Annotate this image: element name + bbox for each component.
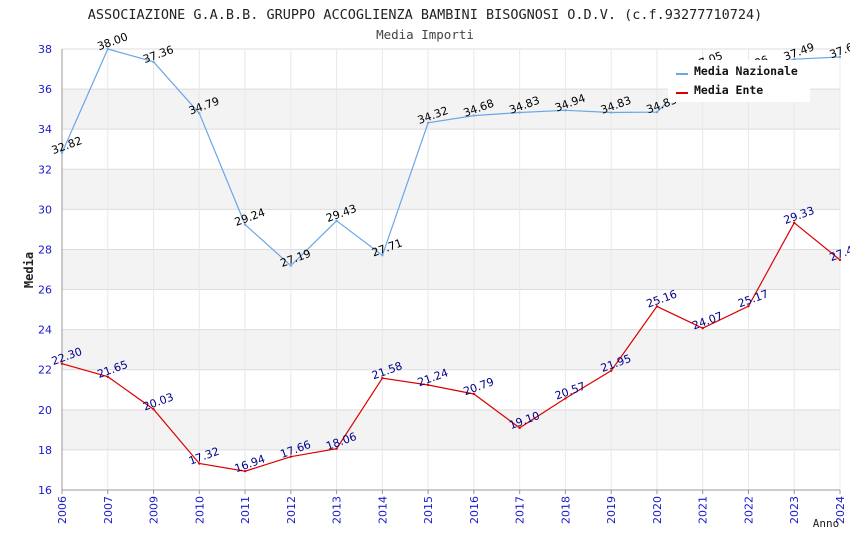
x-tick-label: 2014 (376, 496, 389, 524)
plot-band (62, 249, 840, 290)
data-point-media-nazionale (335, 219, 338, 222)
data-point-media-ente (426, 383, 430, 387)
x-tick-label: 2021 (697, 496, 710, 524)
data-point-media-ente (381, 376, 384, 380)
y-tick-label: 36 (38, 83, 52, 96)
x-tick-label: 2011 (239, 496, 252, 524)
x-tick-label: 2023 (788, 496, 801, 524)
data-point-media-nazionale (289, 264, 293, 267)
x-tick-label: 2013 (331, 496, 344, 524)
data-point-media-nazionale (564, 109, 567, 112)
x-tick-label: 2017 (514, 496, 527, 524)
plot-band (62, 289, 840, 330)
y-tick-label: 28 (38, 243, 52, 256)
x-tick-label: 2007 (102, 496, 115, 524)
y-tick-label: 16 (38, 484, 52, 497)
plot-band (62, 409, 840, 450)
data-point-media-nazionale (198, 112, 201, 115)
data-point-media-nazionale (381, 254, 384, 257)
data-point-media-ente (106, 375, 109, 378)
data-point-media-ente (335, 447, 338, 450)
data-point-media-ente (198, 462, 201, 465)
data-point-media-ente (747, 304, 750, 308)
data-point-media-nazionale (472, 114, 476, 117)
y-tick-label: 30 (38, 203, 52, 216)
y-tick-label: 38 (38, 43, 52, 56)
data-point-media-ente (152, 408, 155, 411)
data-point-media-ente (655, 305, 659, 308)
x-tick-label: 2020 (651, 496, 664, 524)
data-point-media-ente (289, 455, 293, 458)
x-tick-labels: 2006 2007 2009 2010 2011 2012 2013 2014 2015 2016… (56, 496, 847, 524)
x-axis-label: Anno (813, 517, 840, 530)
chart-subtitle: Media Importi (376, 27, 474, 42)
data-point-media-ente (472, 392, 476, 396)
legend-box (668, 60, 810, 102)
legend-label-media-nazionale: Media Nazionale (694, 64, 798, 78)
plot-band (62, 209, 840, 250)
data-point-media-nazionale (426, 121, 430, 124)
x-tick-label: 2022 (742, 496, 755, 524)
plot-background-bands (62, 49, 840, 490)
y-tick-label: 26 (38, 284, 52, 297)
data-point-media-nazionale (518, 111, 521, 114)
chart-title: ASSOCIAZIONE G.A.B.B. GRUPPO ACCOGLIENZA… (88, 7, 763, 23)
y-tick-label: 18 (38, 444, 52, 457)
data-point-media-ente (60, 362, 64, 365)
data-point-media-ente (518, 426, 521, 430)
legend: Media Nazionale Media Ente (668, 60, 810, 102)
y-axis-label: Media (22, 252, 36, 288)
data-point-media-nazionale (793, 58, 796, 61)
axes (61, 49, 841, 494)
x-tick-label: 2006 (56, 496, 69, 524)
x-tick-label: 2024 (834, 496, 847, 524)
y-tick-label: 24 (38, 324, 52, 337)
data-point-media-nazionale (655, 110, 659, 114)
y-tick-label: 22 (38, 364, 52, 377)
y-tick-label: 34 (38, 123, 52, 136)
series-line-media-ente (61, 221, 841, 472)
y-tick-labels: 16 18 20 22 24 26 28 30 32 34 36 38 (38, 43, 52, 497)
data-point-media-ente (564, 397, 567, 400)
data-point-media-nazionale (243, 223, 247, 226)
data-point-media-nazionale (838, 55, 842, 59)
plot-band (62, 329, 840, 370)
data-point-media-ente (838, 258, 842, 262)
data-point-media-nazionale (152, 60, 155, 64)
x-tick-label: 2015 (422, 496, 435, 524)
data-point-media-nazionale (609, 111, 613, 114)
x-tick-label: 2009 (148, 496, 161, 524)
x-tick-label: 2012 (285, 496, 298, 524)
data-point-media-ente (609, 369, 613, 372)
y-tick-label: 32 (38, 163, 52, 176)
x-tick-label: 2018 (559, 496, 572, 524)
legend-label-media-ente: Media Ente (694, 83, 763, 97)
data-point-media-nazionale (60, 151, 64, 155)
x-tick-label: 2019 (605, 496, 618, 524)
plot-band (62, 449, 840, 490)
grid-lines (61, 48, 841, 491)
y-tick-label: 20 (38, 404, 52, 417)
plot-band (62, 169, 840, 210)
data-point-media-nazionale (106, 47, 109, 51)
plot-band (62, 129, 840, 170)
x-tick-label: 2010 (193, 496, 206, 524)
data-point-media-ente (701, 327, 704, 330)
data-point-media-ente (793, 221, 796, 224)
data-label-media-nazionale: 37.60 (828, 38, 850, 61)
data-point-media-ente (243, 469, 247, 473)
x-tick-label: 2016 (468, 496, 481, 524)
